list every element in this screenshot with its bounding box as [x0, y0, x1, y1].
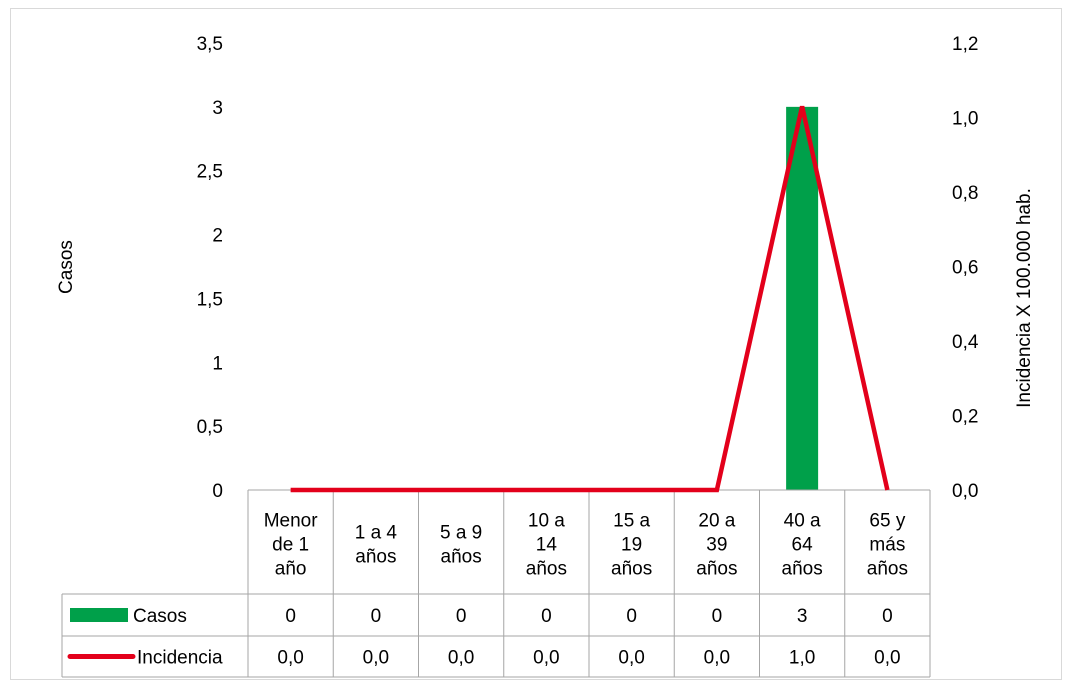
y-tick-label: 1,5	[197, 289, 223, 310]
x-tick-label: 1 a 4	[355, 523, 398, 544]
y-tick-label: 1	[212, 353, 223, 374]
y2-tick-label: 0,6	[952, 258, 978, 279]
x-tick-label: años	[611, 559, 652, 580]
x-tick-label: 64	[792, 535, 814, 556]
x-tick-label: años	[355, 547, 396, 568]
y2-tick-label: 1,0	[952, 109, 978, 130]
data-label-incidencia: 0,0	[533, 648, 559, 669]
data-label-incidencia: 0,0	[277, 648, 303, 669]
x-tick-label: años	[782, 559, 823, 580]
x-tick-label: 10 a	[528, 511, 565, 532]
y2-tick-label: 0,8	[952, 183, 978, 204]
x-tick-label: años	[441, 547, 482, 568]
data-label-incidencia: 0,0	[363, 648, 389, 669]
data-label-casos: 0	[371, 606, 382, 627]
x-tick-label: años	[526, 559, 567, 580]
legend-label-casos: Casos	[133, 606, 187, 627]
data-label-casos: 0	[712, 606, 723, 627]
data-label-casos: 0	[626, 606, 637, 627]
y-tick-label: 2,5	[197, 162, 223, 183]
y-tick-label: 0	[212, 481, 223, 502]
x-tick-label: 15 a	[613, 511, 650, 532]
data-label-incidencia: 0,0	[704, 648, 730, 669]
y2-tick-label: 0,2	[952, 407, 978, 428]
x-tick-label: años	[867, 559, 908, 580]
chart-frame	[10, 8, 1062, 680]
data-label-incidencia: 0,0	[874, 648, 900, 669]
line-incidencia	[290, 105, 890, 493]
y-tick-label: 3,5	[197, 34, 223, 55]
x-tick-label: más	[869, 535, 905, 556]
y2-tick-label: 0,0	[952, 481, 978, 502]
x-tick-label: 5 a 9	[440, 523, 482, 544]
x-tick-label: 14	[536, 535, 558, 556]
data-label-incidencia: 1,0	[789, 648, 815, 669]
data-label-incidencia: 0,0	[618, 648, 644, 669]
x-tick-label: 20 a	[698, 511, 735, 532]
data-label-casos: 0	[541, 606, 552, 627]
bar-casos	[786, 106, 819, 490]
y-tick-label: 0,5	[197, 417, 223, 438]
x-tick-label: año	[275, 559, 307, 580]
x-tick-label: 40 a	[784, 511, 821, 532]
x-tick-label: 65 y	[869, 511, 905, 532]
x-tick-label: de 1	[272, 535, 309, 556]
y-tick-label: 3	[212, 98, 223, 119]
x-tick-label: años	[696, 559, 737, 580]
legend-key-casos	[70, 608, 128, 622]
data-label-casos: 0	[882, 606, 893, 627]
x-tick-label: 19	[621, 535, 642, 556]
y2-tick-label: 0,4	[952, 332, 979, 353]
x-tick-label: 39	[706, 535, 727, 556]
y2-tick-label: 1,2	[952, 34, 978, 55]
data-label-incidencia: 0,0	[448, 648, 474, 669]
x-tick-label: Menor	[264, 511, 319, 532]
data-label-casos: 0	[285, 606, 296, 627]
y2-axis-title: Incidencia X 100.000 hab.	[1014, 188, 1035, 408]
legend-label-incidencia: Incidencia	[137, 648, 223, 669]
y-axis-title: Casos	[56, 240, 77, 294]
data-label-casos: 0	[456, 606, 467, 627]
data-label-casos: 3	[797, 606, 808, 627]
y-tick-label: 2	[212, 226, 223, 247]
